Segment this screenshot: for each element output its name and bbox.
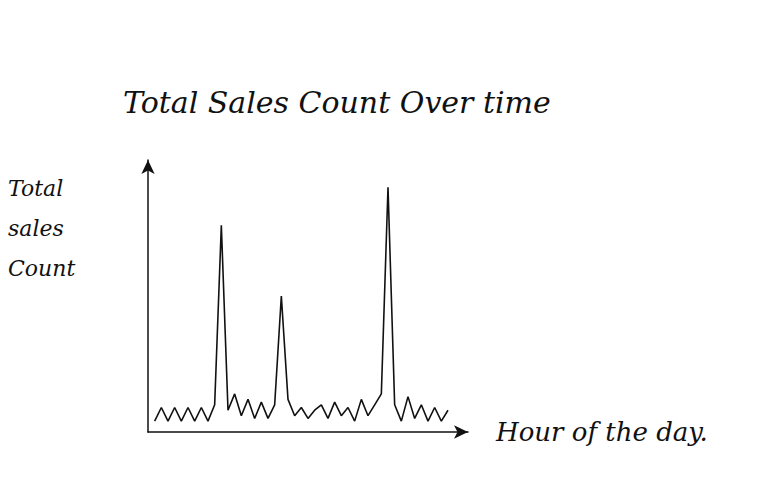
svg-text:Count: Count: [8, 256, 75, 281]
svg-text:Total: Total: [8, 176, 63, 201]
svg-text:sales: sales: [8, 216, 64, 241]
svg-text:Total Sales Count Over time: Total Sales Count Over time: [123, 85, 551, 120]
svg-text:Hour of the day.: Hour of the day.: [495, 417, 708, 447]
